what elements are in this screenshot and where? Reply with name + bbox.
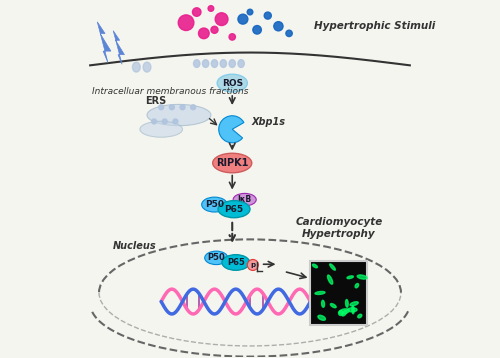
Ellipse shape (338, 311, 344, 315)
Text: Intracelluar membranous fractions: Intracelluar membranous fractions (92, 87, 248, 96)
Ellipse shape (202, 60, 209, 67)
Text: p: p (250, 262, 256, 268)
Polygon shape (98, 22, 111, 63)
Text: P50: P50 (208, 253, 225, 262)
Text: P65: P65 (224, 205, 244, 214)
Text: Cardiomyocyte: Cardiomyocyte (295, 217, 382, 227)
Ellipse shape (218, 201, 250, 218)
Ellipse shape (350, 302, 358, 306)
FancyBboxPatch shape (310, 261, 367, 325)
Circle shape (170, 105, 174, 110)
Circle shape (215, 13, 228, 25)
Ellipse shape (315, 291, 325, 295)
Circle shape (274, 21, 283, 31)
Ellipse shape (348, 308, 357, 312)
Ellipse shape (339, 309, 349, 314)
Text: Xbp1s: Xbp1s (252, 117, 286, 127)
Circle shape (248, 260, 258, 271)
Circle shape (238, 14, 248, 24)
Ellipse shape (318, 315, 326, 320)
Ellipse shape (347, 276, 354, 279)
Ellipse shape (330, 264, 336, 270)
Text: Nucleus: Nucleus (113, 242, 157, 251)
Text: IκB: IκB (238, 195, 252, 204)
Ellipse shape (328, 275, 332, 284)
Ellipse shape (212, 60, 218, 67)
Text: P50: P50 (205, 200, 224, 209)
Ellipse shape (147, 105, 211, 126)
Circle shape (229, 34, 235, 40)
Ellipse shape (220, 60, 226, 67)
Ellipse shape (194, 60, 200, 67)
Ellipse shape (217, 74, 248, 92)
Circle shape (211, 26, 218, 33)
Text: P65: P65 (227, 258, 244, 267)
Circle shape (192, 8, 201, 16)
Text: ERS: ERS (145, 96, 167, 106)
Ellipse shape (222, 255, 250, 270)
Ellipse shape (233, 193, 256, 206)
Ellipse shape (140, 121, 182, 137)
Circle shape (190, 105, 196, 110)
Circle shape (208, 6, 214, 11)
Circle shape (173, 119, 178, 124)
Ellipse shape (238, 60, 244, 67)
Ellipse shape (212, 153, 252, 173)
Ellipse shape (132, 62, 140, 72)
Circle shape (180, 105, 185, 110)
Ellipse shape (342, 310, 347, 316)
Ellipse shape (358, 314, 362, 318)
Circle shape (152, 119, 156, 124)
Ellipse shape (204, 251, 228, 265)
Ellipse shape (346, 300, 348, 307)
Circle shape (247, 9, 253, 15)
Circle shape (253, 25, 262, 34)
Circle shape (158, 105, 164, 110)
Circle shape (286, 30, 292, 37)
Wedge shape (218, 116, 244, 143)
Ellipse shape (229, 60, 235, 67)
Ellipse shape (322, 300, 324, 307)
Text: Hypertrophic Stimuli: Hypertrophic Stimuli (314, 21, 435, 31)
Text: ROS: ROS (222, 79, 243, 88)
Ellipse shape (355, 284, 358, 288)
Ellipse shape (352, 306, 354, 314)
Circle shape (264, 12, 272, 19)
Text: RIPK1: RIPK1 (216, 158, 248, 168)
Ellipse shape (143, 62, 151, 72)
Circle shape (178, 15, 194, 30)
Ellipse shape (312, 264, 318, 268)
Circle shape (162, 119, 167, 124)
Polygon shape (113, 31, 124, 64)
Ellipse shape (330, 304, 336, 308)
Text: Hypertrophy: Hypertrophy (302, 229, 376, 239)
Ellipse shape (202, 197, 228, 212)
Ellipse shape (357, 275, 367, 279)
Circle shape (198, 28, 209, 39)
